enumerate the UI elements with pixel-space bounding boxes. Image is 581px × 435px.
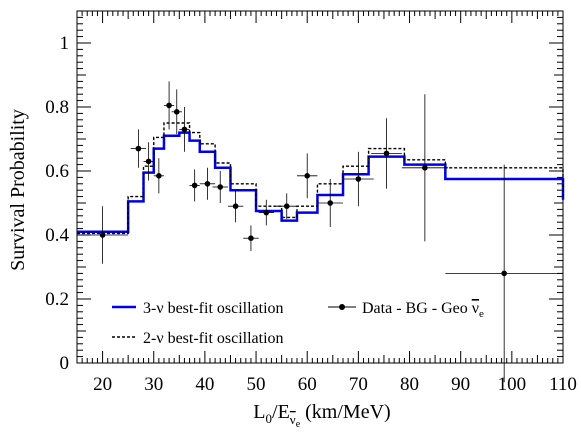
x-tick-label: 60 [298,374,317,395]
x-tick-label: 50 [247,374,266,395]
y-axis-title: Survival Probability [7,109,29,271]
series-line-3nu [77,131,565,234]
y-tick-label: 0 [60,353,70,374]
x-tick-label: 30 [144,374,163,395]
data-point [191,182,198,189]
legend-label-2nu: 2-ν best-fit oscillation [143,330,284,347]
x-tick-label: 20 [93,374,112,395]
y-tick-label: 0.2 [45,289,69,310]
data-point [166,102,172,109]
y-tick-label: 0.8 [45,97,69,118]
data-point [422,165,428,171]
x-tick-label: 100 [498,374,527,395]
legend-label-data-symbol: ν [472,300,479,317]
data-point [181,126,188,133]
legend-label-data-prefix: Data - BG - Geo [362,300,472,317]
legend-label-data-sub: e [479,308,484,320]
data-point [501,270,507,277]
legend-label-data: Data - BG - Geo νe [362,300,484,320]
data-point [355,176,362,182]
y-tick-label: 1 [60,33,70,54]
data-point [263,209,270,216]
data-points-layer [77,81,563,383]
y-tick-label: 0.4 [45,225,69,246]
x-axis-title-main: L [253,401,265,423]
data-point [327,200,334,206]
x-tick-label: 70 [349,374,368,395]
data-point [248,235,254,241]
legend: 3-ν best-fit oscillation 2-ν best-fit os… [112,300,484,347]
data-point [283,203,290,209]
series-layer [77,122,565,235]
data-point [383,150,390,157]
x-tick-label: 80 [400,374,419,395]
legend-label-3nu: 3-ν best-fit oscillation [143,300,284,317]
x-axis-title-sub1: 0 [266,411,273,426]
data-point [217,184,224,190]
x-axis-title-sub2: ν [290,412,296,427]
data-point [232,203,239,209]
x-tick-label: 90 [451,374,470,395]
x-tick-label: 40 [195,374,214,395]
data-point [204,181,211,187]
data-point [304,173,311,179]
axis-ticks [76,10,564,364]
data-point [99,232,106,238]
data-point [173,109,180,115]
x-axis-title-mid: /E [272,401,290,423]
series-line-2nu [77,122,564,235]
x-axis-title-sub2sub: e [296,419,301,430]
axis-tick-labels: 20 30 40 50 60 70 80 90 100 110 0 0.2 0.4 0.6 0.8 1 [45,33,577,395]
x-tick-label: 110 [549,374,577,395]
data-point [135,145,142,152]
data-point [156,173,162,179]
legend-swatch-data-marker [339,304,345,310]
x-axis-title: L0/Eνe (km/MeV) [253,401,390,430]
y-tick-label: 0.6 [45,161,69,182]
data-point [145,158,152,165]
x-axis-title-tail: (km/MeV) [300,401,391,423]
